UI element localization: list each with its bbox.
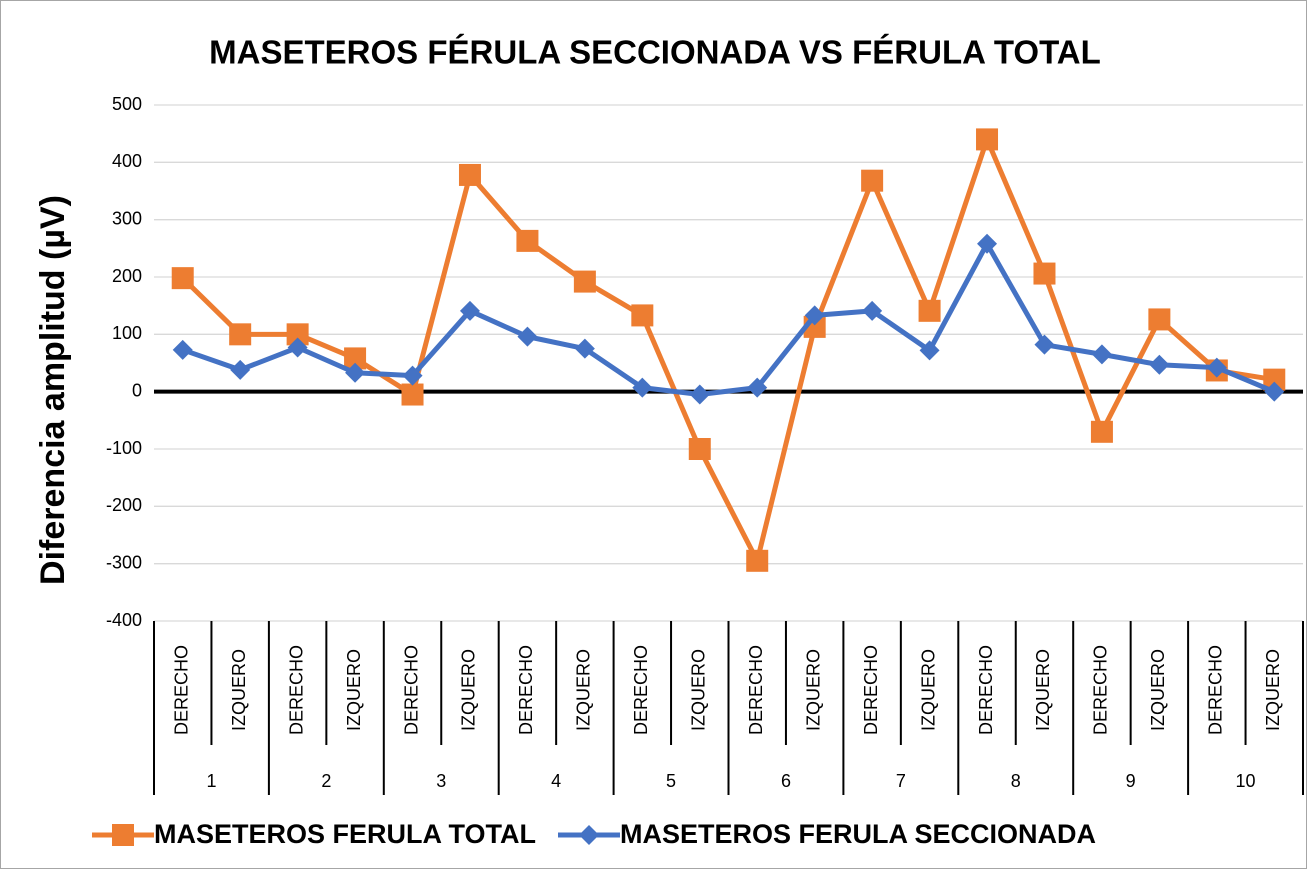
y-tick-label: -200 (106, 495, 142, 515)
data-point (1148, 308, 1171, 331)
data-point (689, 384, 710, 405)
x-tick-label: IZQUERO (574, 649, 594, 731)
x-tick-label: IZQUERO (229, 649, 249, 731)
data-point (172, 339, 193, 360)
data-point (804, 305, 825, 326)
x-tick-label: DERECHO (861, 645, 881, 735)
x-group-label: 7 (896, 771, 906, 791)
x-tick-label: DERECHO (516, 645, 536, 735)
data-point (1206, 357, 1227, 378)
x-tick-label: DERECHO (1206, 645, 1226, 735)
legend-marker (112, 824, 134, 846)
legend-label: MASETEROS FERULA TOTAL (154, 819, 536, 849)
x-tick-label: DERECHO (746, 645, 766, 735)
x-group-label: 9 (1126, 771, 1136, 791)
series-line (181, 241, 1276, 398)
data-point (401, 383, 424, 406)
x-tick-label: DERECHO (1091, 645, 1111, 735)
x-group-label: 8 (1011, 771, 1021, 791)
y-tick-label: 0 (132, 380, 142, 400)
x-tick-label: DERECHO (171, 645, 191, 735)
data-point (919, 340, 940, 361)
x-tick-label: IZQUERO (1148, 649, 1168, 731)
data-point (574, 338, 595, 359)
x-group-label: 3 (436, 771, 446, 791)
x-tick-label: IZQUERO (459, 649, 479, 731)
data-point (1149, 354, 1170, 375)
y-tick-label: -100 (106, 438, 142, 458)
x-group-label: 2 (321, 771, 331, 791)
data-point (688, 438, 711, 460)
data-point (746, 549, 769, 572)
x-tick-label: DERECHO (631, 645, 651, 735)
data-point (861, 169, 884, 192)
data-point (1090, 420, 1113, 443)
data-point (1091, 344, 1112, 365)
x-tick-label: IZQUERO (1033, 649, 1053, 731)
data-point (977, 233, 998, 254)
x-tick-label: DERECHO (976, 645, 996, 735)
data-point (1264, 381, 1285, 402)
x-group-label: 10 (1236, 771, 1256, 791)
y-tick-label: -400 (106, 610, 142, 630)
x-tick-label: DERECHO (286, 645, 306, 735)
x-group-label: 6 (781, 771, 791, 791)
x-group-label: 1 (206, 771, 216, 791)
x-group-label: 4 (551, 771, 561, 791)
y-tick-label: 400 (112, 151, 142, 171)
x-tick-label: IZQUERO (344, 649, 364, 731)
data-point (229, 323, 252, 346)
data-point (1034, 334, 1055, 355)
data-point (458, 163, 481, 186)
data-point (286, 323, 309, 346)
chart-title: MASETEROS FÉRULA SECCIONADA VS FÉRULA TO… (209, 34, 1101, 71)
y-tick-label: 100 (112, 323, 142, 343)
y-tick-label: 500 (112, 94, 142, 114)
data-point (631, 304, 654, 327)
data-point (918, 299, 941, 322)
x-tick-label: DERECHO (401, 645, 421, 735)
data-point (573, 270, 596, 293)
data-point (402, 365, 423, 386)
y-tick-label: -300 (106, 552, 142, 572)
x-group-label: 5 (666, 771, 676, 791)
data-point (1033, 262, 1056, 285)
legend-label: MASETEROS FERULA SECCIONADA (620, 819, 1096, 849)
data-point (459, 300, 480, 321)
y-tick-label: 300 (112, 208, 142, 228)
legend-marker (579, 825, 599, 845)
data-point (230, 359, 251, 380)
data-point (516, 229, 539, 252)
data-point (1263, 368, 1286, 391)
data-point (862, 300, 883, 321)
x-tick-label: IZQUERO (918, 649, 938, 731)
data-point (344, 347, 367, 370)
data-point (517, 326, 538, 347)
x-tick-label: IZQUERO (1263, 649, 1283, 731)
data-point (171, 267, 194, 290)
x-tick-label: IZQUERO (803, 649, 823, 731)
y-axis-label: Diferencia amplitud (µV) (34, 195, 72, 585)
data-point (345, 362, 366, 383)
y-tick-label: 200 (112, 266, 142, 286)
data-point (747, 377, 768, 398)
data-point (287, 337, 308, 358)
data-point (976, 128, 999, 151)
x-tick-label: IZQUERO (689, 649, 709, 731)
data-point (632, 377, 653, 398)
